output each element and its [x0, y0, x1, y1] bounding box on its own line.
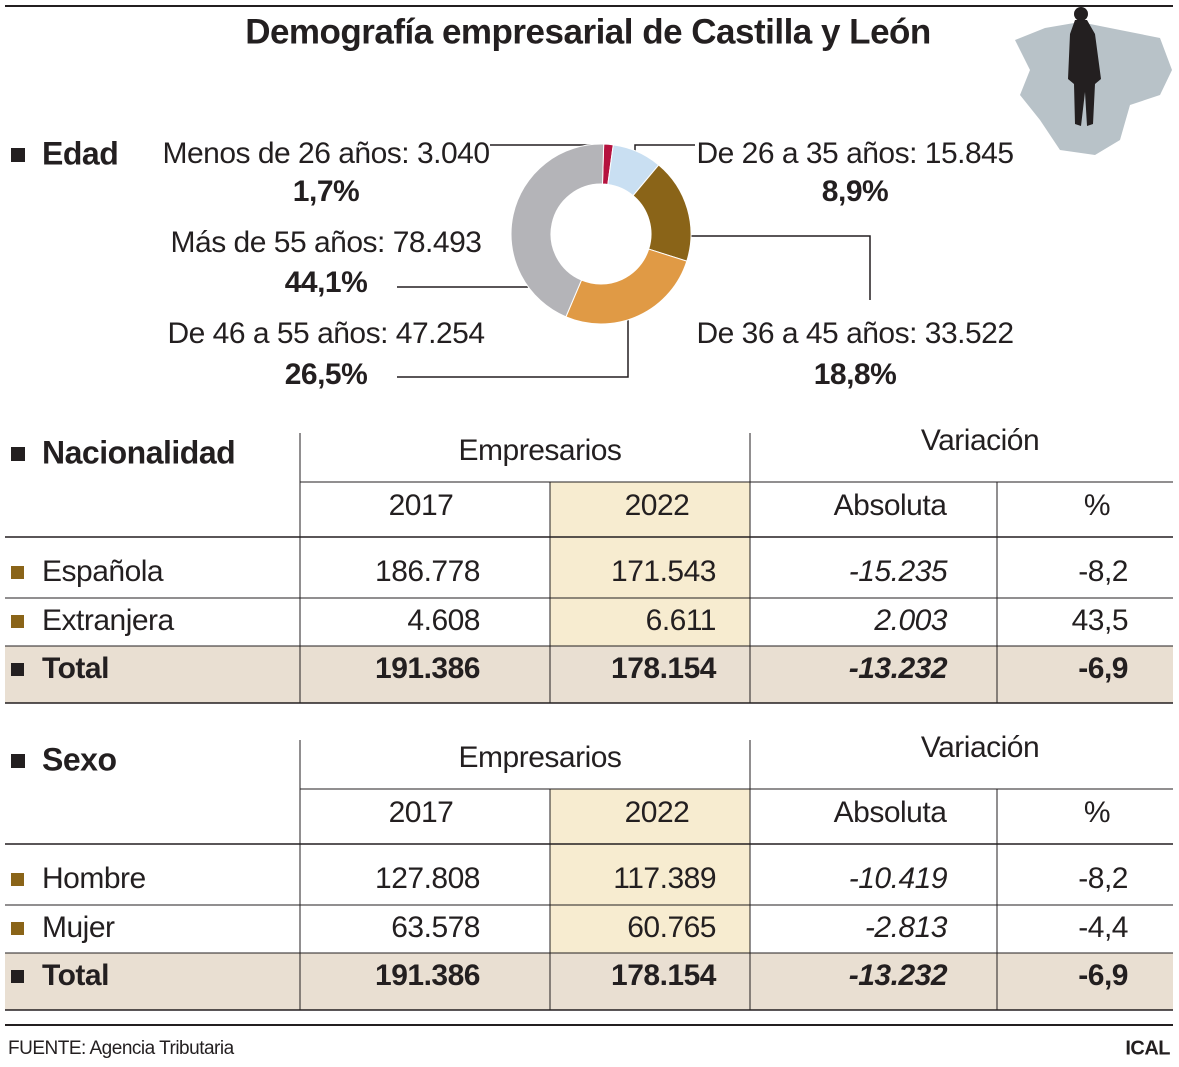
table-cell: Española [42, 555, 164, 588]
slice-percent: 1,7% [293, 175, 359, 208]
leader-line [680, 235, 871, 300]
total-cell: 191.386 [375, 959, 480, 992]
table-cell: 4.608 [407, 604, 480, 637]
total-row-bg [5, 646, 1173, 703]
brand: ICAL [1125, 1037, 1170, 1059]
source: FUENTE: Agencia Tributaria [8, 1038, 235, 1059]
table-cell: Mujer [42, 911, 115, 944]
total-cell: 178.154 [611, 652, 717, 685]
bullet [11, 148, 25, 162]
table-cell: 2.003 [873, 604, 947, 637]
total-cell: -13.232 [849, 959, 948, 992]
table-cell: -10.419 [849, 862, 948, 895]
table-title: Nacionalidad [42, 434, 235, 470]
table-cell: Extranjera [42, 604, 175, 637]
bullet [11, 566, 24, 579]
total-row-bg [5, 953, 1173, 1010]
total-cell: -6,9 [1078, 959, 1128, 992]
table-cell: 127.808 [375, 862, 480, 895]
total-cell: -13.232 [849, 652, 948, 685]
map-icon [1015, 7, 1172, 155]
column-header: 2022 [625, 489, 690, 522]
bullet [11, 873, 24, 886]
bullet [11, 615, 24, 628]
highlight-column [550, 482, 750, 646]
column-header: Absoluta [834, 796, 948, 829]
bullet [11, 447, 25, 461]
column-header: 2022 [625, 796, 690, 829]
total-cell: 178.154 [611, 959, 717, 992]
bullet [11, 922, 24, 935]
slice-percent: 18,8% [814, 358, 897, 391]
slice-percent: 26,5% [285, 358, 368, 391]
bullet [11, 754, 25, 768]
column-header: Absoluta [834, 489, 948, 522]
group-header: Empresarios [459, 741, 622, 774]
table-cell: -8,2 [1078, 862, 1128, 895]
group-header: Variación [921, 424, 1039, 457]
table-cell: 60.765 [627, 911, 716, 944]
total-cell: Total [42, 959, 109, 992]
table-cell: 186.778 [375, 555, 480, 588]
total-cell: 191.386 [375, 652, 480, 685]
slice-label: Más de 55 años: 78.493 [171, 226, 482, 259]
slice-label: Menos de 26 años: 3.040 [162, 137, 489, 170]
table-cell: 6.611 [646, 604, 716, 637]
table-cell: 43,5 [1072, 604, 1128, 637]
table-cell: Hombre [42, 862, 146, 895]
column-header: % [1084, 489, 1110, 522]
table-title: Sexo [42, 741, 116, 777]
slice-label: De 26 a 35 años: 15.845 [696, 137, 1013, 170]
slice-percent: 44,1% [285, 266, 368, 299]
table-cell: 63.578 [391, 911, 480, 944]
table-cell: -8,2 [1078, 555, 1128, 588]
highlight-column [550, 789, 750, 953]
total-cell: Total [42, 652, 109, 685]
title: Demografía empresarial de Castilla y Leó… [245, 12, 931, 51]
group-header: Empresarios [459, 434, 622, 467]
table-cell: 117.389 [613, 862, 716, 895]
bullet [11, 970, 24, 983]
table-cell: -4,4 [1078, 911, 1128, 944]
donut-slice [510, 143, 605, 318]
group-header: Variación [921, 731, 1039, 764]
bullet [11, 663, 24, 676]
column-header: 2017 [389, 796, 454, 829]
column-header: % [1084, 796, 1110, 829]
table-cell: 171.543 [611, 555, 716, 588]
slice-label: De 36 a 45 años: 33.522 [696, 317, 1013, 350]
section-label: Edad [42, 135, 118, 171]
total-cell: -6,9 [1078, 652, 1128, 685]
slice-label: De 46 a 55 años: 47.254 [167, 317, 484, 350]
table-cell: -15.235 [849, 555, 948, 588]
table-cell: -2.813 [865, 911, 948, 944]
column-header: 2017 [389, 489, 454, 522]
donut-slice [565, 248, 688, 325]
slice-percent: 8,9% [822, 175, 888, 208]
